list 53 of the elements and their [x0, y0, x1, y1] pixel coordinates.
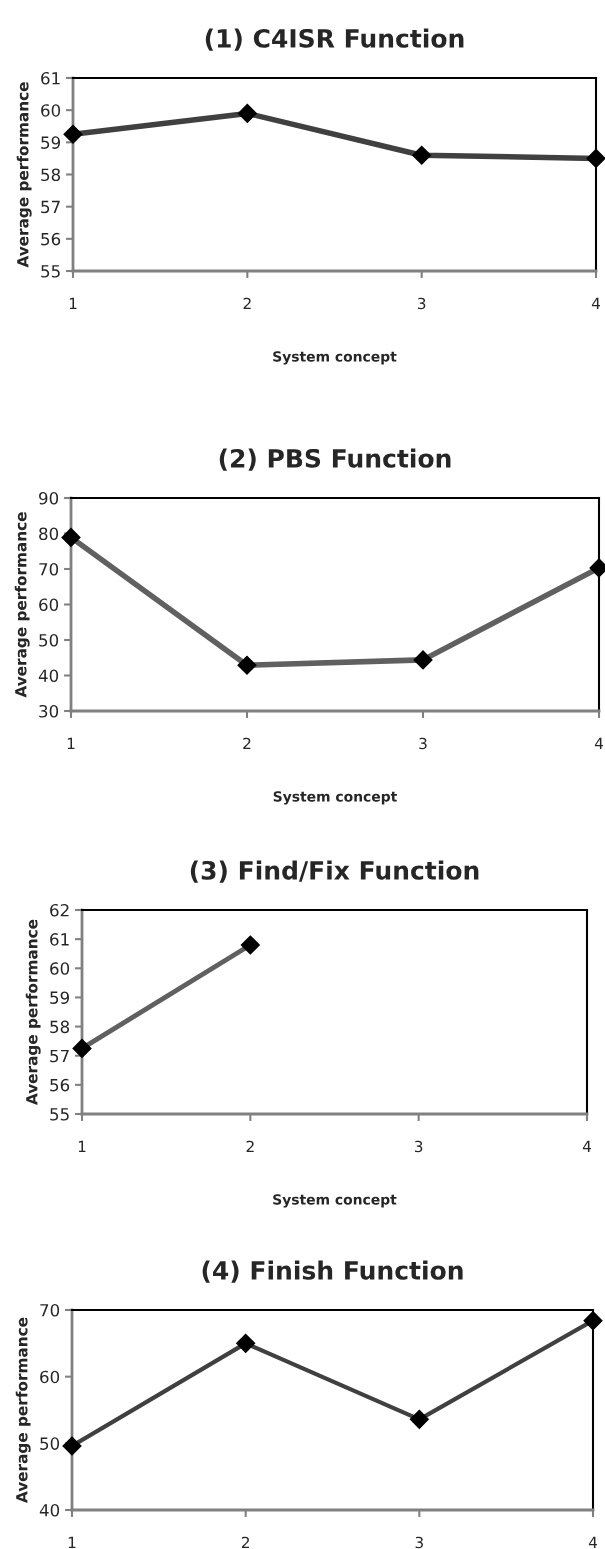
y-tick-label: 60	[40, 1370, 60, 1384]
chart-title: (1) C4ISR Function	[205, 28, 464, 51]
y-tick-label: 56	[50, 1078, 70, 1092]
y-tick-label: 50	[40, 1437, 60, 1450]
y-tick-label: 61	[50, 933, 69, 946]
y-tick-label: 61	[41, 71, 60, 85]
x-tick-label: 4	[594, 737, 603, 749]
x-tick-label: 2	[241, 1536, 249, 1548]
y-axis-title: Average performance	[15, 1317, 31, 1503]
y-tick-label: 30	[39, 704, 59, 718]
y-tick-label: 59	[50, 991, 70, 1004]
x-tick-label: 3	[414, 1140, 423, 1153]
y-tick-label: 50	[39, 633, 59, 647]
y-tick-label: 57	[41, 200, 60, 214]
x-tick-label: 4	[588, 1536, 597, 1548]
y-tick-label: 58	[41, 168, 61, 182]
x-tick-label: 1	[78, 1140, 86, 1152]
y-tick-label: 40	[38, 669, 59, 683]
y-tick-label: 60	[50, 962, 70, 975]
y-tick-label: 62	[50, 903, 69, 917]
chart-title: (3) Find/Fix Function	[190, 860, 479, 883]
y-axis-title: Average performance	[25, 919, 41, 1105]
x-tick-label: 1	[68, 1536, 76, 1548]
y-tick-label: 70	[40, 1303, 60, 1317]
y-tick-label: 60	[41, 104, 61, 117]
y-tick-label: 80	[39, 527, 59, 541]
x-axis-title: System concept	[273, 791, 397, 805]
y-tick-label: 55	[50, 1108, 69, 1121]
y-axis-title: Average performance	[14, 512, 30, 698]
x-tick-label: 2	[243, 297, 251, 309]
x-tick-label: 1	[69, 297, 77, 309]
y-tick-label: 90	[39, 491, 59, 505]
y-axis-title: Average performance	[16, 82, 32, 268]
x-tick-label: 2	[246, 1140, 254, 1152]
x-tick-label: 4	[591, 297, 600, 309]
x-tick-label: 3	[415, 1536, 423, 1549]
y-tick-label: 56	[41, 232, 61, 246]
x-tick-label: 2	[243, 737, 251, 749]
x-tick-label: 1	[67, 737, 75, 749]
chart-title: (4) Finish Function	[202, 1260, 463, 1283]
y-tick-label: 55	[41, 265, 60, 278]
y-tick-label: 58	[50, 1020, 70, 1034]
x-tick-label: 3	[419, 737, 427, 750]
y-tick-label: 40	[39, 1503, 60, 1517]
chart-title: (2) PBS Function	[219, 448, 451, 471]
y-tick-label: 59	[41, 136, 61, 149]
x-axis-title: System concept	[273, 351, 397, 365]
y-tick-label: 57	[50, 1049, 69, 1063]
x-axis-title: System concept	[273, 1194, 397, 1208]
x-tick-label: 3	[417, 297, 426, 310]
y-tick-label: 60	[39, 598, 59, 612]
y-tick-label: 70	[39, 562, 59, 576]
x-tick-label: 4	[582, 1140, 591, 1152]
